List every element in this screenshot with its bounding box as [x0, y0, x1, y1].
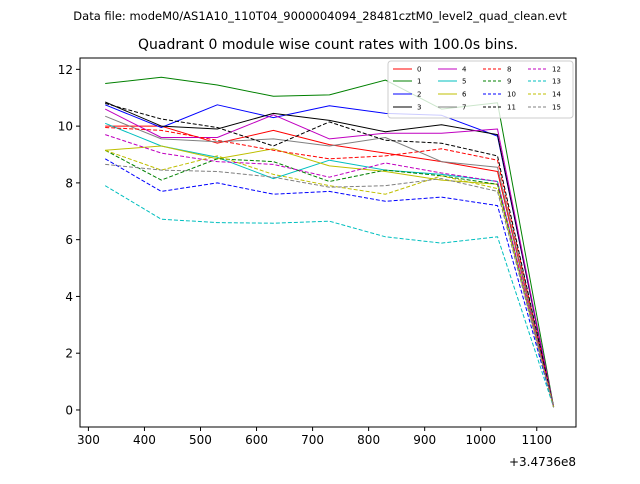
- y-tick-label: 0: [65, 403, 73, 417]
- legend-label-5: 5: [462, 78, 466, 86]
- series-line-13: [104, 185, 555, 408]
- legend-label-8: 8: [507, 66, 511, 74]
- x-tick-label: 900: [413, 433, 436, 447]
- legend-label-0: 0: [417, 66, 421, 74]
- legend-box: [387, 60, 574, 119]
- legend-label-2: 2: [417, 91, 421, 99]
- y-tick-label: 2: [65, 347, 73, 361]
- series-line-15: [105, 163, 555, 408]
- x-tick-label: 500: [189, 433, 212, 447]
- series-line-14: [105, 149, 555, 408]
- plot-area: [79, 57, 577, 428]
- y-tick-label: 6: [65, 233, 73, 247]
- y-tick-label: 12: [58, 63, 73, 77]
- series-line-11: [105, 102, 555, 408]
- legend-label-1: 1: [417, 78, 421, 86]
- series-line-7: [105, 115, 555, 408]
- axes-frame: [79, 57, 577, 428]
- y-tick-label: 10: [58, 120, 73, 134]
- legend-label-9: 9: [507, 78, 511, 86]
- legend-label-4: 4: [462, 66, 467, 74]
- legend-label-15: 15: [552, 104, 561, 112]
- x-axis: 300 400 500 600 700 800 900 1000 1100: [77, 427, 552, 447]
- series-line-8: [105, 127, 555, 408]
- series-line-9: [104, 149, 555, 408]
- x-tick-label: 800: [357, 433, 380, 447]
- x-offset-label: +3.4736e8: [509, 455, 576, 469]
- legend-label-12: 12: [552, 66, 561, 74]
- x-tick-label: 700: [301, 433, 324, 447]
- series-line-12: [105, 134, 555, 408]
- x-tick-label: 1100: [521, 433, 552, 447]
- series-layer: [104, 76, 555, 408]
- y-axis: 0 2 4 6 8 10 12: [58, 63, 80, 417]
- suptitle: Data file: modeM0/AS1A10_110T04_90000040…: [73, 9, 567, 23]
- x-tick-label: 1000: [465, 433, 496, 447]
- series-line-0: [105, 125, 555, 408]
- series-line-3: [105, 101, 555, 408]
- legend-label-14: 14: [552, 91, 561, 99]
- legend-label-7: 7: [462, 104, 466, 112]
- chart-title: Quadrant 0 module wise count rates with …: [138, 37, 518, 53]
- x-tick-label: 600: [245, 433, 268, 447]
- legend-label-6: 6: [462, 91, 467, 99]
- y-tick-label: 4: [65, 290, 73, 304]
- legend-label-10: 10: [507, 91, 516, 99]
- legend-label-13: 13: [552, 78, 561, 86]
- y-tick-label: 8: [65, 176, 73, 190]
- series-line-10: [104, 158, 555, 408]
- legend-label-11: 11: [507, 104, 516, 112]
- legend-label-3: 3: [417, 104, 421, 112]
- x-tick-label: 400: [133, 433, 156, 447]
- series-line-2: [105, 104, 555, 408]
- series-line-6: [105, 145, 555, 408]
- x-tick-label: 300: [77, 433, 100, 447]
- series-line-4: [104, 108, 555, 408]
